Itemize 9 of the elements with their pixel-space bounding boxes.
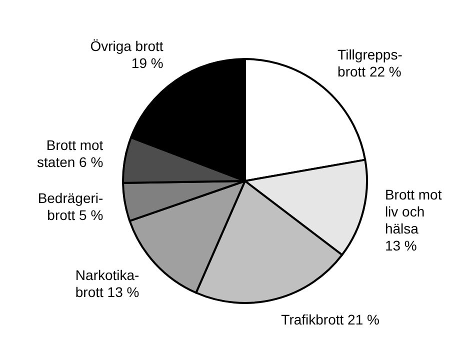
data-label: 13 % [384, 237, 417, 254]
slice-label: Brott mot staten 6 % [37, 136, 104, 170]
slice-label: Trafikbrott 21 % [281, 311, 380, 328]
slice-label: Övriga brott [90, 38, 164, 54]
slice-label: Bedrägeri- brott 5 % [38, 190, 104, 223]
slice-label: Narkotika- brott 13 % [75, 266, 140, 300]
slice-label: Tillgrepps- brott 22 % [338, 46, 403, 80]
slice-label: Brott mot liv och hälsa [384, 186, 442, 236]
data-label: 19 % [131, 54, 164, 71]
